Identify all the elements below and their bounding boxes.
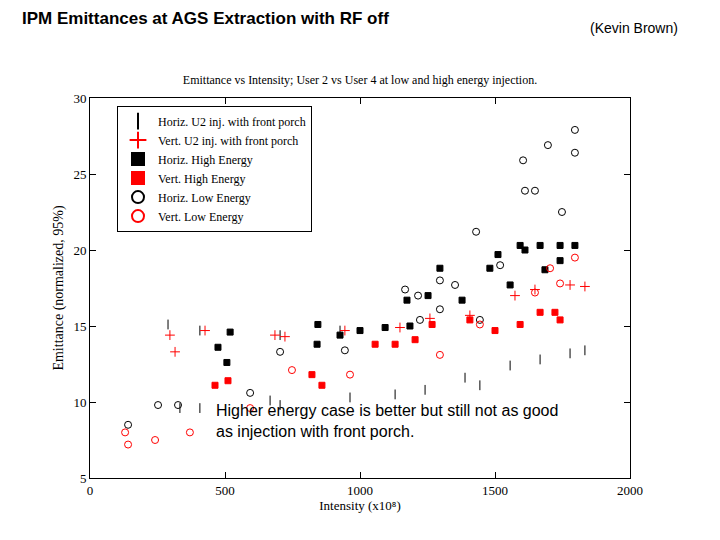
svg-text:(Kevin Brown): (Kevin Brown) bbox=[590, 20, 678, 36]
svg-text:0: 0 bbox=[87, 483, 94, 498]
svg-text:Emittance (normalized, 95%): Emittance (normalized, 95%) bbox=[51, 205, 67, 371]
svg-text:5: 5 bbox=[80, 471, 87, 486]
svg-text:Vert. U2 inj. with front porch: Vert. U2 inj. with front porch bbox=[158, 134, 298, 148]
svg-text:20: 20 bbox=[73, 243, 86, 258]
svg-text:Vert. High Energy: Vert. High Energy bbox=[158, 172, 245, 186]
svg-text:25: 25 bbox=[73, 167, 86, 182]
svg-text:500: 500 bbox=[215, 483, 235, 498]
svg-text:Emittance vs Intensity; User 2: Emittance vs Intensity; User 2 vs User 4… bbox=[183, 73, 537, 87]
svg-text:30: 30 bbox=[73, 91, 86, 106]
svg-text:Horiz. Low Energy: Horiz. Low Energy bbox=[158, 191, 251, 205]
svg-text:1500: 1500 bbox=[482, 483, 508, 498]
svg-text:IPM Emittances at AGS Extracti: IPM Emittances at AGS Extraction with RF… bbox=[22, 9, 389, 28]
svg-text:10: 10 bbox=[73, 395, 86, 410]
svg-text:Horiz. U2 inj. with front porc: Horiz. U2 inj. with front porch bbox=[158, 115, 306, 129]
svg-text:Vert. Low Energy: Vert. Low Energy bbox=[158, 210, 243, 224]
svg-text:Horiz. High Energy: Horiz. High Energy bbox=[158, 153, 253, 167]
svg-text:1000: 1000 bbox=[347, 483, 373, 498]
svg-text:Intensity (x10⁸): Intensity (x10⁸) bbox=[319, 498, 400, 513]
svg-text:15: 15 bbox=[73, 319, 86, 334]
svg-text:2000: 2000 bbox=[617, 483, 643, 498]
svg-text:Higher energy case is better b: Higher energy case is better but still n… bbox=[216, 402, 558, 440]
